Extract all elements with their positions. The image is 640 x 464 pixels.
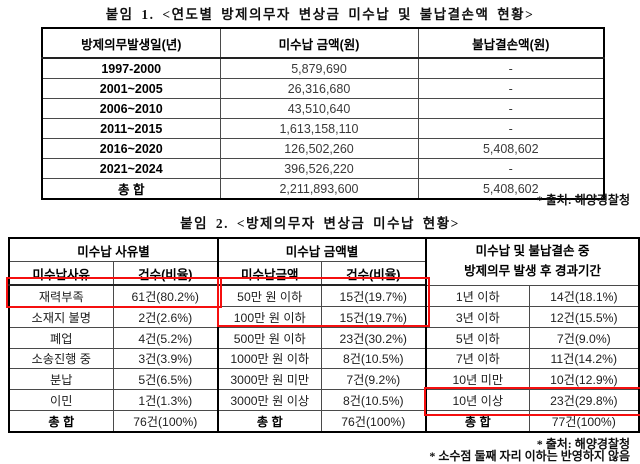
cell: 5건(6.5%) [112,368,219,391]
cell: - [417,57,605,79]
cell: 61건(80.2%) [112,284,219,307]
table-group-header-row: 미수납 사유별 미수납 금액별 미수납 및 불납결손 중 방제의무 발생 후 경… [8,237,640,286]
cell: 이민 [8,389,114,412]
cell: 분납 [8,368,114,391]
table-row: 재력부족 61건(80.2%) 50만 원 이하 15건(19.7%) 1년 이… [8,284,640,307]
cell: 7건(9.0%) [528,326,640,349]
unpaid-by-year-table: 방제의무발생일(년) 미수납 금액(원) 불납결손액(원) 1997-2000 … [41,27,605,200]
cell: 50만 원 이하 [217,284,322,307]
cell: 1,613,158,110 [219,118,419,139]
cell: 1000만 원 이하 [217,347,322,370]
table-row: 2001~2005 26,316,680 - [41,78,605,99]
cell: 396,526,220 [219,158,419,179]
attachment2-title: 붙임 2. <방제의무자 변상금 미수납 현황> [180,216,460,231]
cell: 3000만 원 이상 [217,389,322,412]
cell: - [417,158,605,179]
cell: 26,316,680 [219,78,419,99]
cell: 재력부족 [8,284,114,307]
table-row: 2016~2020 126,502,260 5,408,602 [41,138,605,159]
cell: 2,211,893,600 [219,178,419,200]
cell: 10년 이상 [425,389,530,412]
table-total-row: 총 합 2,211,893,600 5,408,602 [41,178,605,200]
table-total-row: 총 합 76건(100%) 총 합 76건(100%) 총 합 77건(100%… [8,410,640,433]
table-row: 소송진행 중 3건(3.9%) 1000만 원 이하 8건(10.5%) 7년 … [8,347,640,370]
group-header-reason: 미수납 사유별 [8,237,219,262]
cell: 15건(19.7%) [320,284,427,307]
cell: 14건(18.1%) [528,284,640,307]
period-header-line2: 방제의무 발생 후 경과기간 [464,263,601,278]
column-header: 건수(비율) [320,261,427,286]
attachment1-title: 붙임 1. <연도별 방제의무자 변상금 미수납 및 불납결손액 현황> [105,7,535,22]
cell: 10건(12.9%) [528,368,640,391]
column-header: 건수(비율) [112,261,219,286]
cell: 3건(3.9%) [112,347,219,370]
table-row: 2021~2024 396,526,220 - [41,158,605,179]
cell: 43,510,640 [219,98,419,119]
column-header: 미수납 금액(원) [219,27,419,59]
table-row: 1997-2000 5,879,690 - [41,57,605,79]
cell: 총 합 [217,410,322,433]
table-row: 이민 1건(1.3%) 3000만 원 이상 8건(10.5%) 10년 이상 … [8,389,640,412]
cell: - [417,98,605,119]
cell: 126,502,260 [219,138,419,159]
unpaid-detail-table: 미수납 사유별 미수납 금액별 미수납 및 불납결손 중 방제의무 발생 후 경… [8,237,640,433]
decimal-footnote: * 소수점 둘째 자리 이하는 반영하지 않음 [429,449,630,463]
cell: 5,879,690 [219,57,419,79]
source-note: * 출처: 해양경찰청 [536,437,630,451]
cell: 총 합 [425,410,530,433]
cell: 76건(100%) [112,410,219,433]
table-row: 분납 5건(6.5%) 3000만 원 미만 7건(9.2%) 10년 미만 1… [8,368,640,391]
cell: 5년 이하 [425,326,530,349]
cell: 소송진행 중 [8,347,114,370]
cell: 23건(29.8%) [528,389,640,412]
group-header-amount: 미수납 금액별 [217,237,427,262]
column-header: 미수납금액 [217,261,322,286]
cell: 2006~2010 [41,98,221,119]
cell: 76건(100%) [320,410,427,433]
cell: 500만 원 이하 [217,326,322,349]
cell: 7건(9.2%) [320,368,427,391]
cell: 3000만 원 미만 [217,368,322,391]
cell: 총 합 [41,178,221,200]
table-row: 2011~2015 1,613,158,110 - [41,118,605,139]
cell: - [417,78,605,99]
cell: 2016~2020 [41,138,221,159]
cell: 12건(15.5%) [528,305,640,328]
table-row: 소재지 불명 2건(2.6%) 100만 원 이하 15건(19.7%) 3년 … [8,305,640,328]
cell: 1997-2000 [41,57,221,79]
cell: 7년 이하 [425,347,530,370]
source-note: * 출처: 해양경찰청 [536,193,630,207]
cell: 총 합 [8,410,114,433]
cell: 폐업 [8,326,114,349]
cell: 2건(2.6%) [112,305,219,328]
cell: 2021~2024 [41,158,221,179]
cell: 15건(19.7%) [320,305,427,328]
cell: - [417,118,605,139]
cell: 8건(10.5%) [320,389,427,412]
cell: 5,408,602 [417,138,605,159]
cell: 2011~2015 [41,118,221,139]
column-header: 방제의무발생일(년) [41,27,221,59]
period-header-line1: 미수납 및 불납결손 중 [475,244,590,259]
cell: 100만 원 이하 [217,305,322,328]
cell: 1년 이하 [425,284,530,307]
cell: 2001~2005 [41,78,221,99]
column-header: 불납결손액(원) [417,27,605,59]
cell: 11건(14.2%) [528,347,640,370]
table-header-row: 방제의무발생일(년) 미수납 금액(원) 불납결손액(원) [41,27,605,59]
cell: 4건(5.2%) [112,326,219,349]
cell: 8건(10.5%) [320,347,427,370]
group-header-period: 미수납 및 불납결손 중 방제의무 발생 후 경과기간 [425,237,640,286]
column-header: 미수납사유 [8,261,114,286]
cell: 1건(1.3%) [112,389,219,412]
cell: 77건(100%) [528,410,640,433]
table-row: 2006~2010 43,510,640 - [41,98,605,119]
cell: 3년 이하 [425,305,530,328]
cell: 소재지 불명 [8,305,114,328]
cell: 23건(30.2%) [320,326,427,349]
cell: 5,408,602 [417,178,605,200]
table-row: 폐업 4건(5.2%) 500만 원 이하 23건(30.2%) 5년 이하 7… [8,326,640,349]
cell: 10년 미만 [425,368,530,391]
